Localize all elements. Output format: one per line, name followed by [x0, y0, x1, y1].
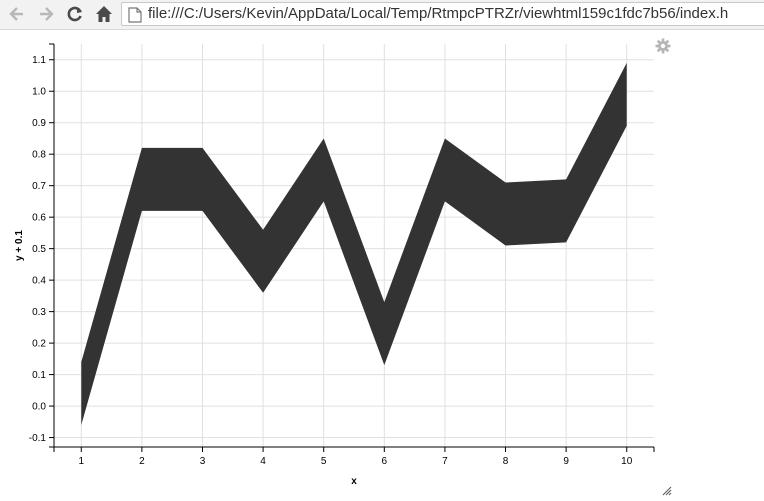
- y-tick-label: 0.1: [32, 370, 46, 381]
- resize-handle-icon[interactable]: [660, 483, 672, 496]
- x-tick-label: 5: [321, 456, 327, 467]
- reload-icon[interactable]: [64, 3, 86, 25]
- y-tick-label: 1.1: [32, 55, 46, 66]
- x-axis-label: x: [351, 476, 357, 487]
- x-tick-label: 9: [563, 456, 569, 467]
- address-bar[interactable]: file:///C:/Users/Kevin/AppData/Local/Tem…: [121, 2, 764, 26]
- y-tick-label: 0.0: [32, 402, 46, 413]
- band-area: [81, 62, 627, 425]
- x-tick-label: 2: [139, 456, 145, 467]
- x-tick-label: 3: [200, 456, 206, 467]
- x-tick-label: 7: [442, 456, 448, 467]
- y-tick-label: 0.3: [32, 307, 46, 318]
- y-tick-label: 0.4: [32, 276, 46, 287]
- y-tick-label: 0.9: [32, 118, 46, 129]
- gear-icon[interactable]: [655, 38, 671, 54]
- y-tick-label: -0.1: [29, 433, 47, 444]
- x-tick-label: 6: [382, 456, 388, 467]
- y-tick-label: 0.6: [32, 213, 46, 224]
- axes: -0.1 0.0 0.1 0.2 0.3 0.4 0.5 0.6 0.7 0.8 0.9 1.0 1.1…: [29, 43, 655, 467]
- band-chart: -0.1 0.0 0.1 0.2 0.3 0.4 0.5 0.6 0.7 0.8 0.9 1.0 1.1…: [14, 43, 655, 487]
- y-tick-label: 0.8: [32, 150, 46, 161]
- forward-icon[interactable]: [35, 3, 57, 25]
- y-tick-label: 0.5: [32, 244, 46, 255]
- band-polygon: [81, 62, 627, 425]
- y-tick-label: 1.0: [32, 87, 46, 98]
- y-axis-label: y + 0.1: [14, 230, 25, 261]
- x-tick-label: 10: [621, 456, 633, 467]
- x-tick-label: 4: [260, 456, 266, 467]
- home-icon[interactable]: [93, 3, 115, 25]
- url-text: file:///C:/Users/Kevin/AppData/Local/Tem…: [148, 5, 729, 22]
- y-tick-label: 0.2: [32, 339, 46, 350]
- browser-toolbar: file:///C:/Users/Kevin/AppData/Local/Tem…: [0, 0, 764, 30]
- x-tick-label: 1: [78, 456, 84, 467]
- back-icon[interactable]: [6, 3, 28, 25]
- x-tick-label: 8: [503, 456, 509, 467]
- y-tick-label: 0.7: [32, 181, 46, 192]
- document-icon: [128, 7, 142, 25]
